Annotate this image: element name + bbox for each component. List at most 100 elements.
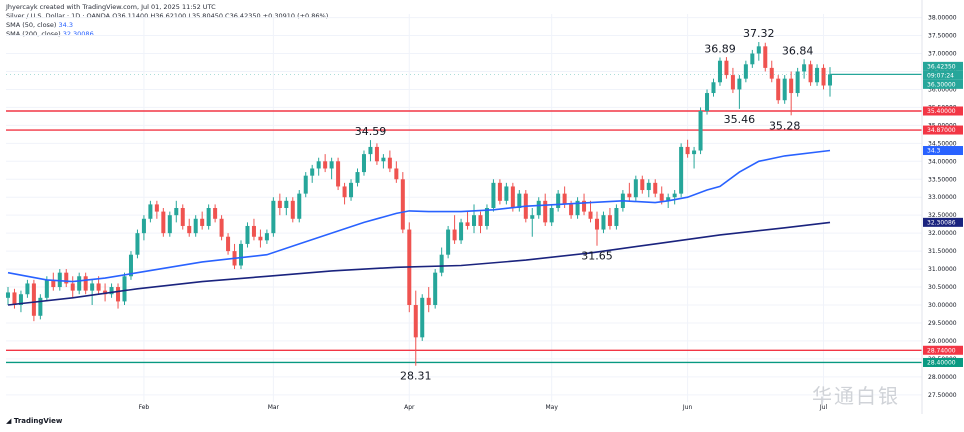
sma50-legend[interactable]: SMA (50, close) 34.3 [6,21,73,29]
price-annotation: 37.32 [743,27,775,40]
price-tick-label: 29.50000 [928,320,957,327]
candle-body [705,93,710,111]
axis-price-tag: 32.30086 [923,217,963,227]
candle-body [245,225,250,244]
price-annotation: 35.28 [769,119,801,132]
price-tick-label: 31.00000 [928,266,957,273]
sma50-label: SMA (50, close) [6,21,57,29]
axis-tag-text: 36.42350 [927,63,956,70]
axis-price-tag: 36.30000 [923,79,963,89]
candle-body [323,161,328,169]
candle-body [180,208,185,226]
candle-body [284,200,289,208]
candle-body [381,157,386,162]
candle-body [750,53,755,65]
candle-body [116,287,121,302]
price-tick-label: 27.50000 [928,392,957,399]
tradingview-icon: ◢ [6,417,12,425]
candle-body [452,229,457,241]
candle-body [827,74,833,86]
candle-body [594,218,599,230]
candle-body [653,182,658,194]
candle-body [640,179,645,191]
candle-body [672,193,677,198]
candle-body [148,204,153,219]
price-tick-label: 28.00000 [928,374,957,381]
candle-body [795,71,800,94]
candle-body [763,46,768,68]
sma200-value: 32.30086 [62,30,94,38]
axis-price-tag: 28.40000 [923,357,963,367]
candle-body [271,200,276,234]
candle-body [297,193,302,219]
candle-body [491,182,496,208]
axis-tag-text: 28.74000 [927,347,956,354]
price-tick-label: 37.00000 [928,51,957,58]
candle-body [808,64,813,83]
candle-body [361,154,366,173]
candle-body [601,215,606,230]
candle-body [510,186,515,208]
time-tick-label: Jul [819,404,828,411]
time-tick-label: Feb [139,404,150,411]
candle-body [70,283,75,291]
candle-body [607,215,612,226]
axis-tag-text: 09:07:24 [927,72,954,79]
candle-body [187,225,192,234]
candle-body [167,215,172,234]
price-tick-label: 30.50000 [928,284,957,291]
candle-body [562,193,567,205]
candle-body [342,186,347,198]
candle-body [569,204,574,216]
candle-body [83,276,88,291]
axis-price-tag: 09:07:24 [923,70,963,80]
candle-body [310,168,315,176]
price-tick-label: 30.00000 [928,302,957,309]
moving-averages [7,149,831,306]
axis-tag-bg [923,217,963,227]
sma200-legend[interactable]: SMA (200, close) 32.30086 [6,30,94,38]
sma200-label: SMA (200, close) [6,30,61,38]
candle-body [135,233,140,255]
candle-body [549,208,554,223]
axis-tag-bg [923,146,963,156]
time-tick-label: Jun [682,404,693,411]
candle-body [756,46,761,54]
price-tick-label: 29.00000 [928,338,957,345]
candle-body [161,211,166,234]
candle-body [5,292,11,298]
candle-body [730,75,735,90]
sma200-line [7,221,831,306]
candles [5,42,833,366]
price-tick-label: 33.50000 [928,176,957,183]
candle-body [251,225,256,237]
candle-body [575,200,580,216]
candle-body [258,236,263,241]
candle-body [504,186,509,201]
axis-price-tag: 36.42350 [923,61,963,71]
candle-body [12,292,17,305]
candle-body [724,60,729,76]
price-tick-label: 36.00000 [928,86,957,93]
candle-body [802,64,807,72]
price-tick-label: 38.00000 [928,15,957,22]
candle-body [290,200,295,219]
price-annotation: 36.84 [782,44,814,57]
candle-body [420,297,425,338]
candle-body [789,78,794,94]
tradingview-logo[interactable]: ◢ TradingView [6,417,62,425]
axis-tag-text: 34.3 [927,148,941,155]
axis-tags: 35.40000 34.87000 28.74000 28.40000 34.3 32.3… [923,61,963,367]
candle-body [51,279,56,288]
candle-body [582,200,587,212]
time-tick-label: May [545,404,558,411]
axis-tag-bg [923,61,963,71]
axis-tag-text: 36.30000 [927,81,956,88]
candle-body [303,175,308,194]
price-annotations: 34.59 28.31 31.65 36.89 37.32 35.46 35.28 36.84 [355,27,814,383]
axis-tag-bg [923,106,963,116]
candle-body [433,272,438,305]
candle-body [439,254,444,273]
candle-body [77,276,82,291]
